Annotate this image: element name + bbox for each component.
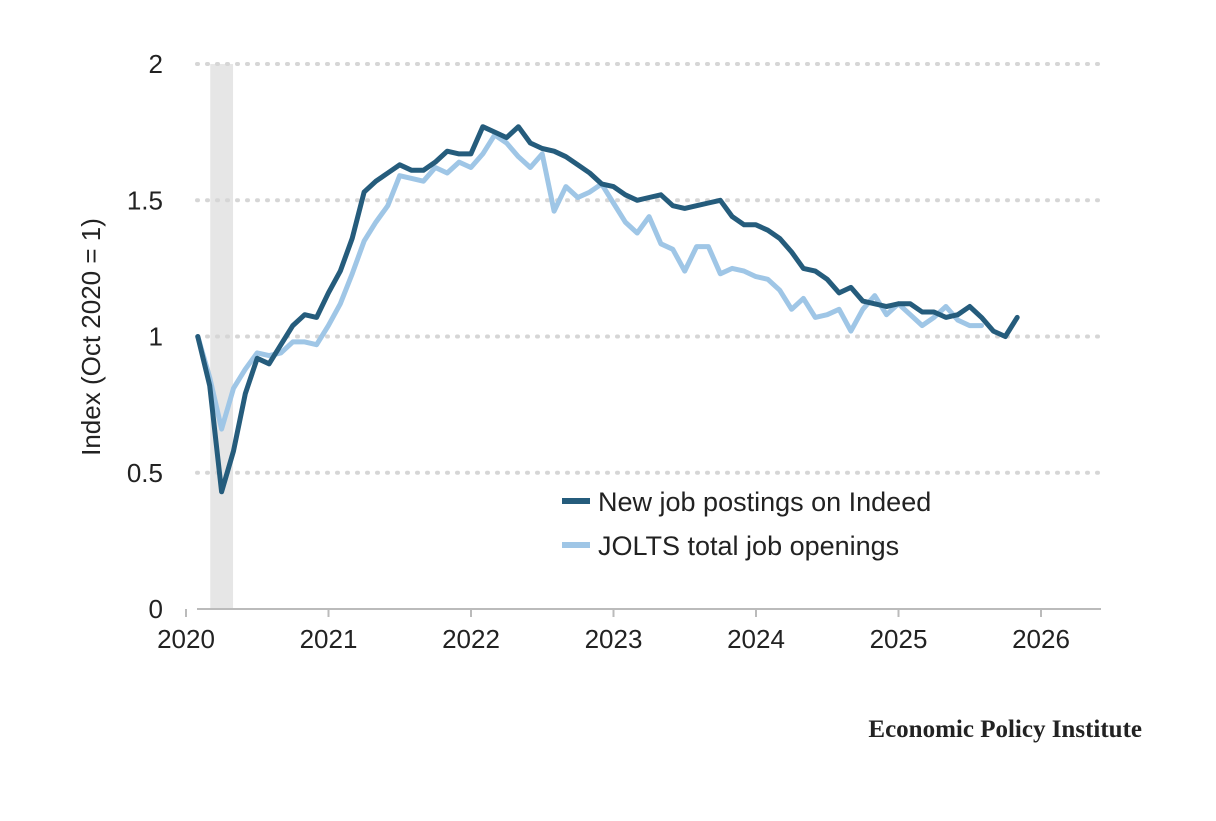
legend-label-indeed: New job postings on Indeed [598, 487, 931, 517]
legend-label-jolts: JOLTS total job openings [598, 531, 899, 561]
y-axis-title: Index (Oct 2020 = 1) [76, 218, 106, 456]
gridlines [195, 62, 1103, 475]
y-tick-label: 0.5 [127, 458, 163, 488]
x-tick-label: 2023 [585, 624, 643, 654]
y-tick-label: 1.5 [127, 185, 163, 215]
series-layer [195, 124, 1020, 495]
source-credit: Economic Policy Institute [868, 716, 1142, 743]
x-axis-ticks: 2020 2021 2022 2023 2024 2025 2026 [157, 609, 1070, 654]
y-tick-label: 1 [149, 322, 163, 352]
legend: New job postings on Indeed JOLTS total j… [562, 487, 931, 561]
y-tick-label: 0 [149, 594, 163, 624]
x-tick-label: 2021 [300, 624, 358, 654]
y-axis-ticks: 0 0.5 1 1.5 2 [127, 49, 163, 624]
x-tick-label: 2025 [870, 624, 928, 654]
x-tick-label: 2020 [157, 624, 215, 654]
x-tick-label: 2026 [1012, 624, 1070, 654]
series-line-jolts [195, 132, 984, 432]
series-line-indeed [195, 124, 1020, 495]
y-tick-label: 2 [149, 49, 163, 79]
x-tick-label: 2022 [442, 624, 500, 654]
x-tick-label: 2024 [727, 624, 785, 654]
